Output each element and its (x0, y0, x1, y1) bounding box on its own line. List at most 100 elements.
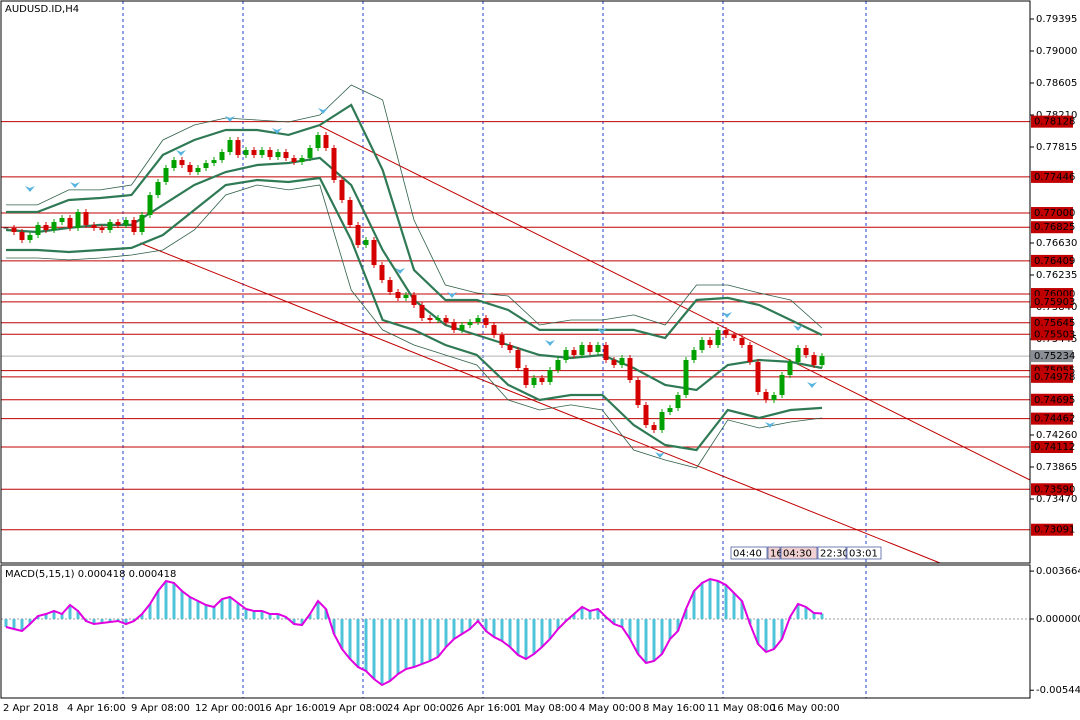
candle (619, 358, 625, 366)
macd-bar (660, 619, 664, 655)
level-label-box (1031, 316, 1073, 329)
macd-bar (740, 601, 744, 620)
level-label: 0.75903 (1034, 297, 1075, 308)
y-tick-label: -0.005445 (1036, 685, 1080, 696)
candle (187, 164, 193, 173)
candle (819, 356, 825, 366)
candle (723, 330, 729, 336)
candle (171, 160, 177, 168)
macd-signal (5, 577, 823, 687)
candle (67, 217, 73, 229)
level-label-box (1031, 523, 1073, 536)
level-label-box (1031, 370, 1073, 383)
macd-bar (772, 619, 776, 650)
macd-bar (620, 619, 624, 628)
macd-bar (412, 619, 416, 668)
macd-bar (764, 619, 768, 653)
candle (203, 163, 209, 168)
fractal-arrow (793, 325, 803, 331)
macd-bar (172, 582, 176, 620)
candle (315, 135, 321, 148)
fractal-arrow (655, 452, 665, 458)
candle (379, 265, 385, 281)
candle (395, 292, 401, 299)
macd-bar (252, 611, 256, 620)
candle (539, 377, 545, 383)
fractal-arrow (272, 128, 282, 134)
macd-bar (164, 580, 168, 620)
candle (211, 160, 217, 164)
level-label: 0.74462 (1034, 414, 1075, 425)
candle (387, 280, 393, 293)
candle (811, 355, 817, 366)
candle (515, 350, 521, 369)
candle (587, 344, 593, 353)
time-box (846, 546, 882, 560)
candle (411, 295, 417, 305)
y-tick-label: 0.73470 (1036, 494, 1077, 505)
candle (659, 411, 665, 430)
macd-bar (452, 619, 456, 640)
macd-bar (276, 614, 280, 620)
candle (491, 324, 497, 336)
fractal-arrow (225, 116, 235, 122)
x-tick-label: 12 Apr 00:00 (195, 703, 260, 714)
candle (507, 344, 513, 351)
candle (179, 160, 185, 165)
macd-bar (492, 619, 496, 638)
macd-bar (652, 619, 656, 662)
level-label: 0.77000 (1034, 208, 1075, 219)
last-price-label: 0.75234 (1034, 351, 1075, 362)
candle (707, 339, 713, 345)
candles (3, 132, 825, 433)
macd-bar (540, 619, 544, 648)
candle (547, 370, 553, 383)
candle (715, 330, 721, 345)
macd-bar (732, 592, 736, 620)
macd-bar (188, 597, 192, 620)
macd-bar (428, 619, 432, 662)
time-box (730, 546, 768, 560)
x-tick-label: 24 Apr 00:00 (387, 703, 452, 714)
candle (683, 359, 689, 395)
candle (35, 225, 41, 235)
candle (115, 222, 121, 226)
candle (651, 425, 657, 430)
macd-bar (92, 619, 96, 625)
level-label: 0.76000 (1034, 289, 1075, 300)
candle (427, 318, 433, 320)
level-label: 0.78128 (1034, 117, 1075, 128)
macd-bar (556, 619, 560, 630)
level-label: 0.76409 (1034, 256, 1075, 267)
candle (787, 362, 793, 375)
level-label: 0.75503 (1034, 329, 1075, 340)
level-label-box (1031, 440, 1073, 453)
fractal-arrow (395, 268, 405, 274)
candle (235, 140, 241, 156)
fractal-arrow (765, 422, 775, 428)
macd-bar (356, 619, 360, 668)
candle (243, 150, 249, 156)
y-tick-label: 0.78605 (1036, 78, 1077, 89)
macd-bar (684, 609, 688, 620)
y-tick-label: 0.76630 (1036, 238, 1077, 249)
y-tick-label: 0.78210 (1036, 110, 1077, 121)
time-box-label: 16 (770, 549, 783, 560)
x-tick-label: 2 Apr 2018 (3, 703, 58, 714)
macd-bar (372, 619, 376, 680)
candle (563, 350, 569, 360)
candle (419, 304, 425, 319)
macd-bar (76, 611, 80, 620)
candle (731, 335, 737, 339)
macd-bar (52, 611, 56, 620)
fractal-arrow (447, 292, 457, 298)
macd-panel (1, 577, 1030, 687)
candle (83, 211, 89, 226)
candle (283, 152, 289, 159)
candle (251, 150, 257, 156)
macd-bar (4, 619, 8, 628)
macd-bar (140, 614, 144, 620)
macd-bar (68, 605, 72, 620)
level-label-box (1031, 393, 1073, 406)
level-label-box (1031, 412, 1073, 425)
